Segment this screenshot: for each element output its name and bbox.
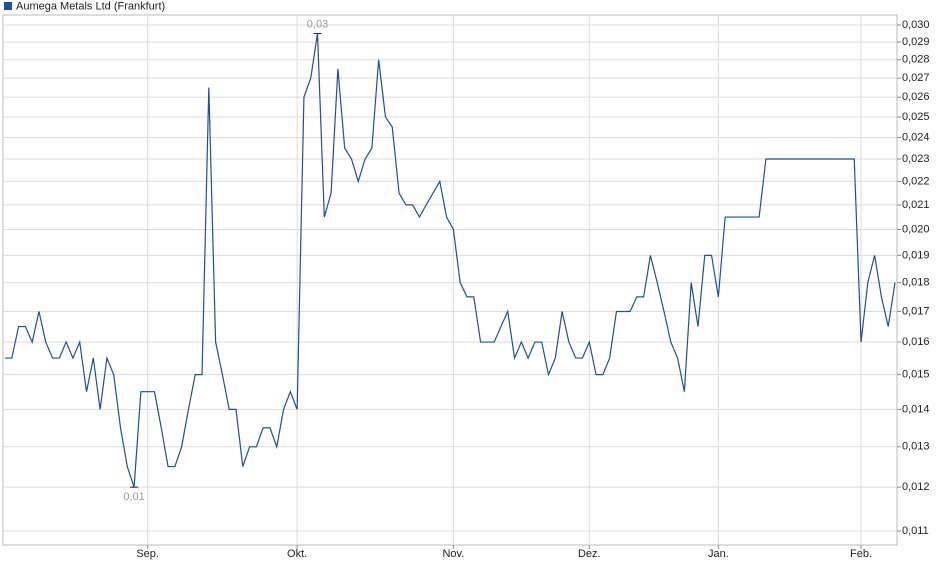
y-tick-label: 0,022 bbox=[902, 175, 930, 187]
high-annotation: 0,03 bbox=[307, 18, 328, 30]
y-tick-label: 0,030 bbox=[902, 19, 930, 31]
x-tick-label: Feb. bbox=[850, 548, 872, 560]
y-tick-label: 0,025 bbox=[902, 111, 930, 123]
y-tick-label: 0,016 bbox=[902, 336, 930, 348]
y-tick-label: 0,017 bbox=[902, 305, 930, 317]
x-tick-label: Dez. bbox=[578, 548, 601, 560]
plot-frame bbox=[2, 14, 898, 546]
y-tick-label: 0,027 bbox=[902, 72, 930, 84]
y-tick-label: 0,015 bbox=[902, 369, 930, 381]
price-line bbox=[5, 33, 896, 488]
x-tick-label: Nov. bbox=[442, 548, 464, 560]
y-tick-label: 0,011 bbox=[902, 525, 929, 537]
y-tick-label: 0,028 bbox=[902, 54, 930, 66]
y-tick-label: 0,019 bbox=[902, 249, 930, 261]
y-tick-label: 0,026 bbox=[902, 91, 930, 103]
y-tick-label: 0,014 bbox=[902, 403, 930, 415]
y-tick-label: 0,020 bbox=[902, 223, 930, 235]
x-tick-label: Jan. bbox=[708, 548, 729, 560]
y-tick-label: 0,024 bbox=[902, 131, 930, 143]
y-tick-label: 0,013 bbox=[902, 441, 930, 453]
x-tick-label: Sep. bbox=[136, 548, 159, 560]
low-annotation: 0,01 bbox=[123, 491, 144, 503]
y-tick-label: 0,018 bbox=[902, 277, 930, 289]
y-tick-label: 0,023 bbox=[902, 153, 930, 165]
y-tick-label: 0,012 bbox=[902, 481, 930, 493]
legend-label: Aumega Metals Ltd (Frankfurt) bbox=[16, 0, 165, 12]
y-tick-label: 0,029 bbox=[902, 36, 930, 48]
y-tick-label: 0,021 bbox=[902, 199, 930, 211]
x-tick-label: Okt. bbox=[287, 548, 307, 560]
legend-swatch bbox=[4, 2, 12, 10]
